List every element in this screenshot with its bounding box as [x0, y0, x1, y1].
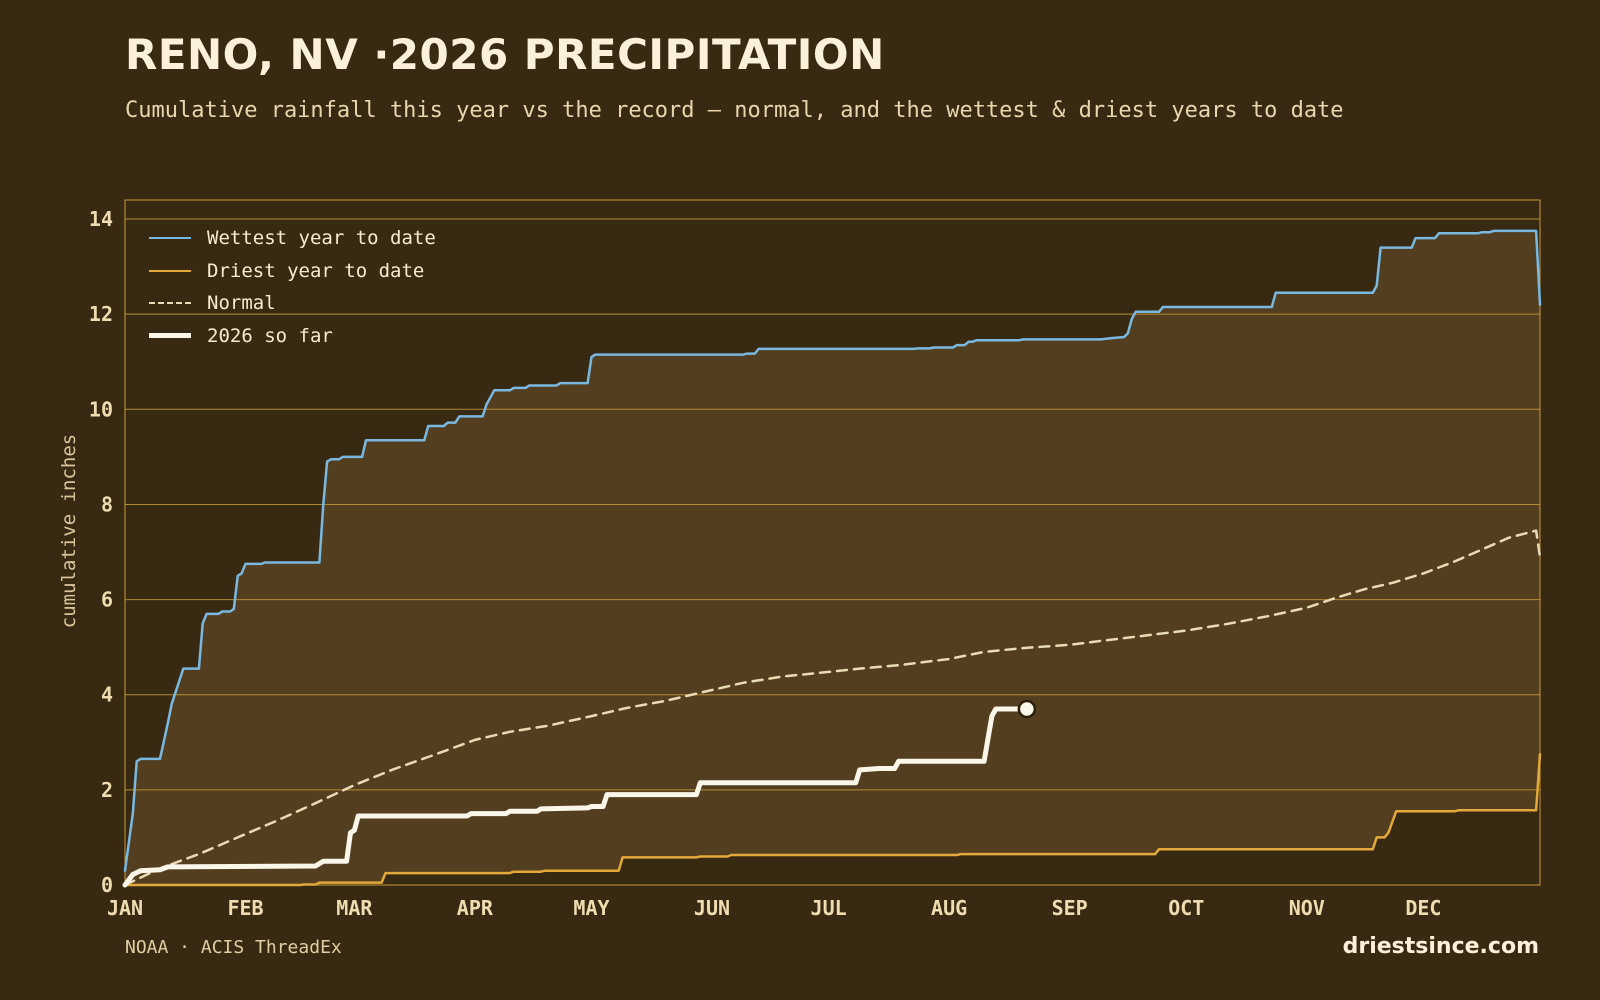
x-tick-label-apr: APR [457, 896, 494, 920]
grid-layer [124, 199, 1541, 886]
series-layer [122, 229, 1542, 888]
x-tick-label-may: MAY [573, 896, 609, 920]
legend-label-normal: Normal [207, 292, 276, 315]
x-tick-label-mar: MAR [336, 896, 373, 920]
source-credit: NOAA · ACIS ThreadEx [125, 937, 342, 958]
record-range-band-layer [125, 230, 1540, 885]
series-line-current [122, 706, 1030, 888]
page-subtitle: Cumulative rainfall this year vs the rec… [125, 98, 1344, 123]
x-tick-label-dec: DEC [1405, 896, 1441, 920]
legend-item-wettest: Wettest year to date [149, 222, 436, 255]
legend-swatch-current [149, 333, 191, 339]
y-tick-label: 2 [101, 778, 113, 802]
x-tick-label-jul: JUL [811, 896, 847, 920]
legend-swatch-wettest [149, 237, 191, 240]
series-line-normal [123, 529, 1542, 887]
legend-item-normal: Normal [149, 287, 436, 320]
axis-layer: 0 2 4 6 8 10 12 14 JAN FEB MAR APR MAY JUN JUL AUG SEP OC… [89, 207, 1442, 920]
legend-label-wettest: Wettest year to date [207, 227, 436, 250]
x-tick-label-aug: AUG [931, 896, 967, 920]
y-tick-label: 6 [101, 588, 113, 612]
y-tick-label: 12 [89, 302, 113, 326]
site-brand-link[interactable]: driestsince.com [1342, 934, 1539, 959]
series-line-driest [123, 752, 1542, 887]
page-title: RENO, NV ·2026 PRECIPITATION [125, 30, 885, 79]
x-tick-label-feb: FEB [227, 896, 263, 920]
x-tick-label-nov: NOV [1289, 896, 1325, 920]
record-range-band [125, 230, 1540, 885]
x-tick-label-jan: JAN [107, 896, 143, 920]
x-tick-label-oct: OCT [1168, 896, 1204, 920]
legend-label-current: 2026 so far [207, 324, 333, 347]
y-axis-label: cumulative inches [58, 434, 80, 628]
y-tick-label: 0 [101, 873, 113, 897]
y-tick-label: 10 [89, 397, 113, 421]
x-tick-label-sep: SEP [1052, 896, 1088, 920]
current-value-marker [1017, 699, 1037, 719]
y-tick-label: 14 [89, 207, 113, 231]
legend-swatch-driest [149, 269, 191, 272]
legend-swatch-normal [149, 302, 191, 305]
x-tick-label-jun: JUN [694, 896, 730, 920]
y-tick-label: 8 [101, 492, 113, 516]
y-tick-label: 4 [101, 683, 113, 707]
legend-item-current: 2026 so far [149, 320, 436, 353]
legend-label-driest: Driest year to date [207, 259, 425, 282]
chart-legend: Wettest year to date Driest year to date… [149, 222, 436, 352]
legend-item-driest: Driest year to date [149, 255, 436, 288]
series-line-wettest [123, 229, 1542, 872]
